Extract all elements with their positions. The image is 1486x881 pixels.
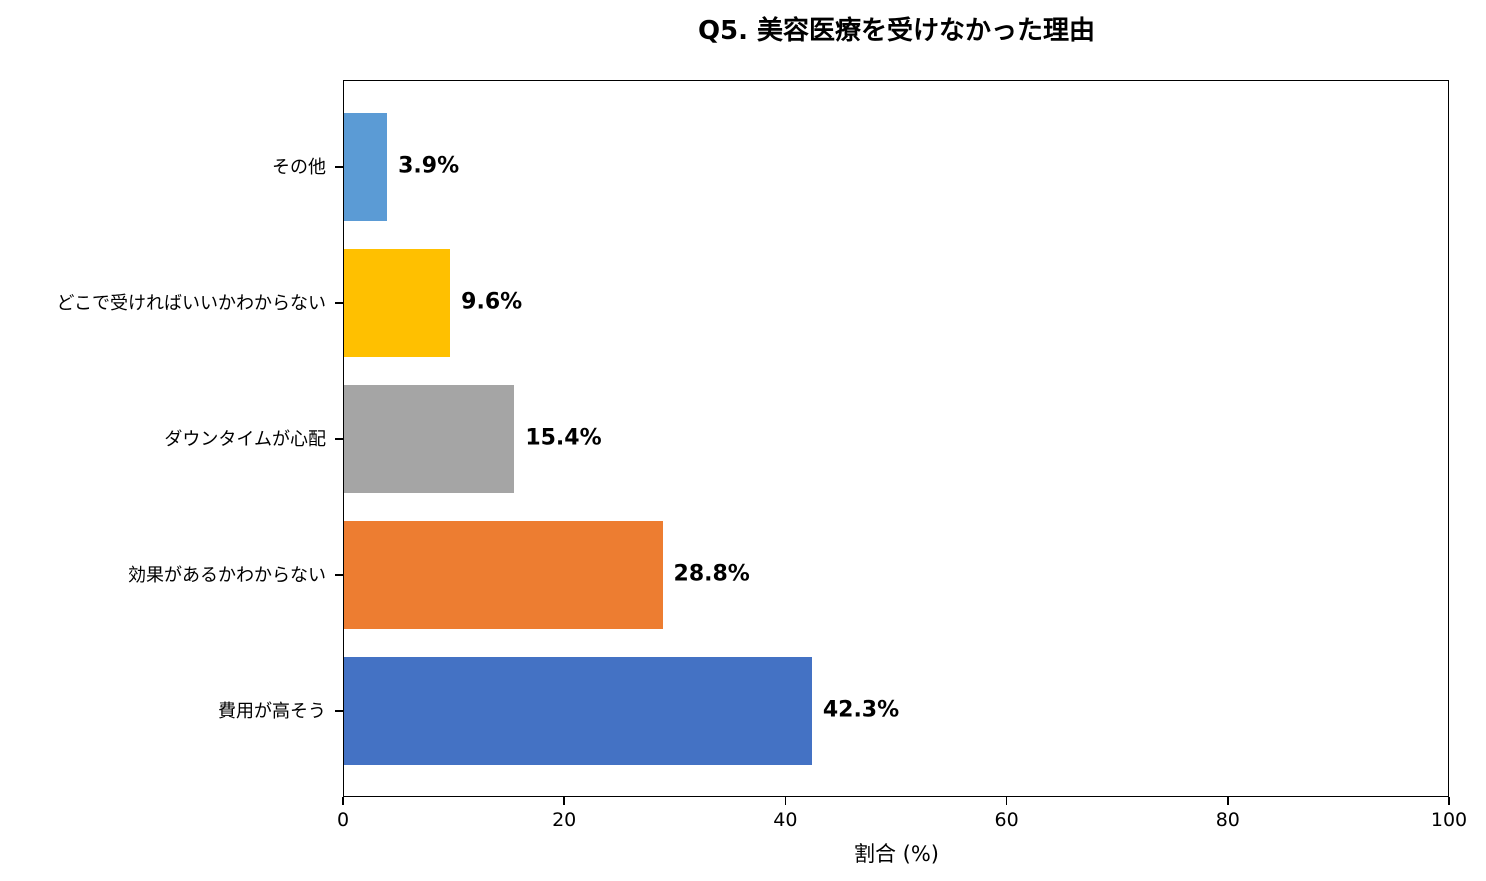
- x-tick: [1005, 797, 1008, 805]
- bar: [344, 521, 663, 629]
- bar-value-label: 9.6%: [461, 289, 523, 315]
- x-tick-label: 80: [1215, 809, 1240, 831]
- y-tick: [335, 710, 343, 712]
- y-tick-label: 効果があるかわからない: [128, 565, 326, 586]
- y-tick: [335, 438, 343, 440]
- x-tick: [784, 797, 787, 805]
- x-tick-label: 0: [336, 809, 350, 831]
- bar-value-label: 15.4%: [525, 425, 602, 451]
- x-tick: [342, 797, 344, 805]
- y-tick-label: 費用が高そう: [218, 701, 326, 722]
- plot-area: [343, 80, 1449, 797]
- bar: [344, 249, 451, 357]
- bar: [344, 657, 812, 765]
- y-tick-label: その他: [272, 157, 326, 178]
- x-tick: [563, 797, 565, 805]
- bar: [344, 113, 388, 221]
- x-tick-label: 20: [552, 809, 577, 831]
- x-tick-label: 60: [994, 809, 1019, 831]
- x-axis-label: 割合 (%): [853, 842, 939, 866]
- bar-value-label: 42.3%: [822, 697, 900, 723]
- y-tick: [335, 574, 343, 576]
- y-tick: [335, 302, 343, 304]
- bar: [344, 385, 515, 493]
- y-tick-label: ダウンタイムが心配: [164, 429, 326, 450]
- bar-value-label: 3.9%: [398, 153, 460, 179]
- chart-title: Q5. 美容医療を受けなかった理由: [697, 16, 1096, 46]
- y-tick-label: どこで受ければいいかわからない: [56, 293, 326, 314]
- x-tick: [1227, 797, 1229, 805]
- x-tick: [1448, 797, 1450, 805]
- y-tick: [335, 166, 343, 168]
- bar-value-label: 28.8%: [673, 561, 750, 587]
- x-tick-label: 100: [1430, 809, 1468, 831]
- x-tick-label: 40: [773, 809, 798, 831]
